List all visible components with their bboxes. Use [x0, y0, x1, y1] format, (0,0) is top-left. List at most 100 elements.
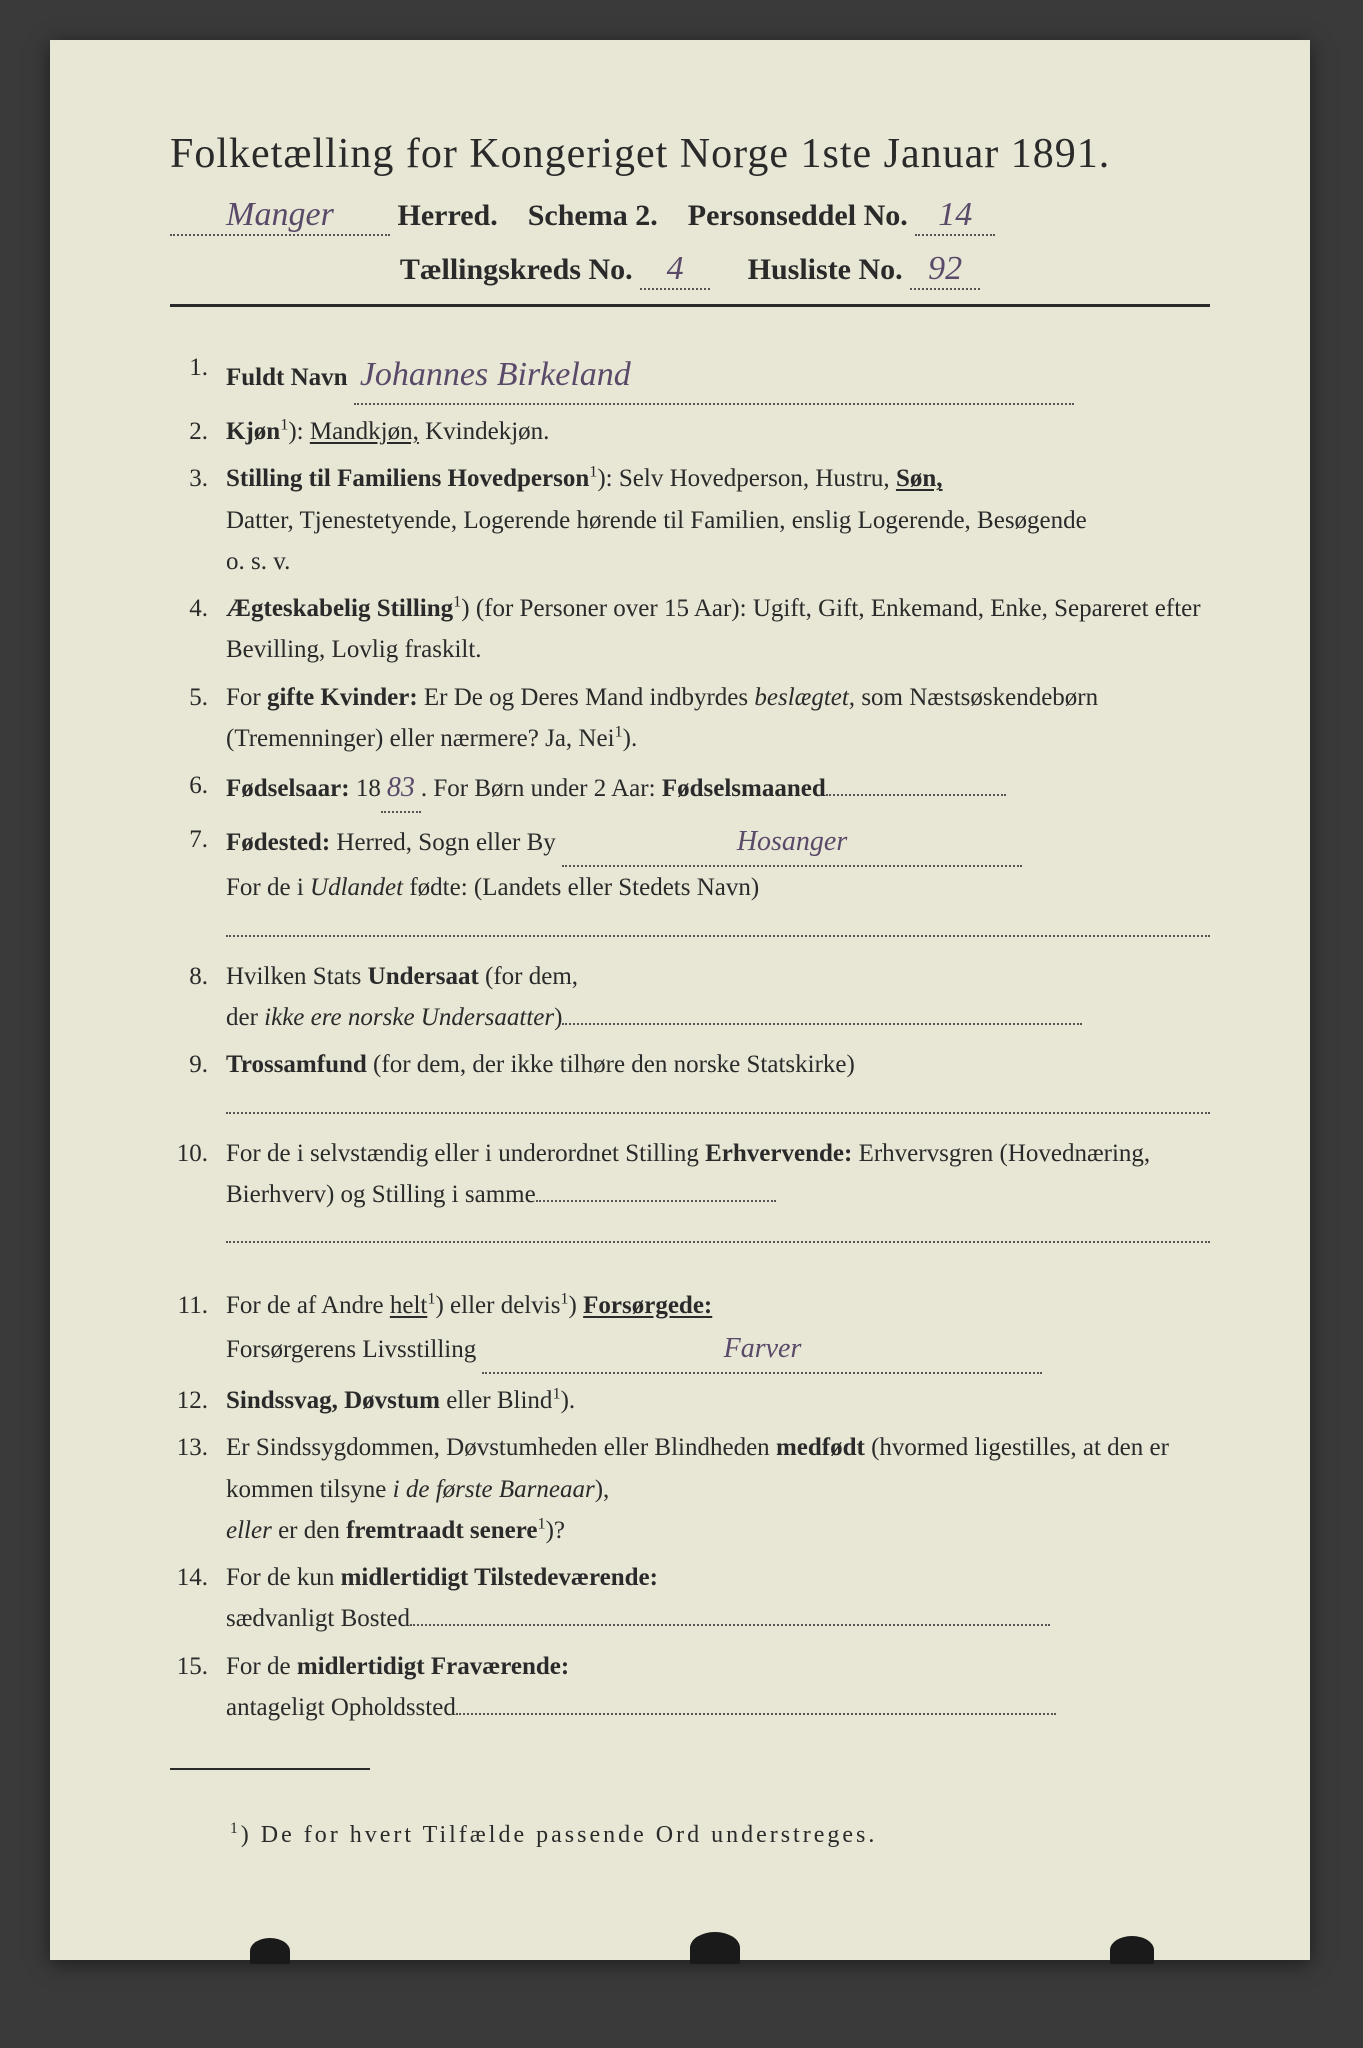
item-body: For de kun midlertidigt Tilstedeværende:…	[226, 1557, 1210, 1640]
t1: For de kun	[226, 1564, 341, 1591]
item-num: 14.	[170, 1557, 226, 1640]
blank	[536, 1200, 776, 1202]
item-body: Fødselsaar: 1883. For Børn under 2 Aar: …	[226, 765, 1210, 813]
item-8: 8. Hvilken Stats Undersaat (for dem, der…	[170, 956, 1210, 1039]
sup2: 1	[560, 1289, 568, 1307]
month-blank	[826, 794, 1006, 796]
text: ):	[288, 418, 310, 445]
footnote-text: ) De for hvert Tilfælde passende Ord und…	[241, 1822, 878, 1848]
sup: 1	[552, 1385, 560, 1403]
page-tear	[250, 1938, 290, 1964]
label: Erhvervende:	[705, 1140, 852, 1167]
item-body: For gifte Kvinder: Er De og Deres Mand i…	[226, 677, 1210, 760]
personseddel-value: 14	[915, 196, 995, 236]
option-selected: Søn,	[896, 465, 943, 492]
l2: antageligt Opholdssted	[226, 1694, 456, 1721]
item-12: 12. Sindssvag, Døvstum eller Blind1).	[170, 1380, 1210, 1421]
label2: Fødselsmaaned	[662, 775, 826, 802]
label: Fødselsaar:	[226, 775, 350, 802]
item-body: Sindssvag, Døvstum eller Blind1).	[226, 1380, 1210, 1421]
item-num: 5.	[170, 677, 226, 760]
item-num: 6.	[170, 765, 226, 813]
label: Ægteskabelig Stilling	[226, 595, 453, 622]
t1: For de af Andre	[226, 1292, 390, 1319]
kreds-value: 4	[640, 250, 710, 290]
label: gifte Kvinder:	[267, 684, 418, 711]
census-form-page: Folketælling for Kongeriget Norge 1ste J…	[50, 40, 1310, 1960]
t4: )?	[546, 1517, 565, 1544]
item-num: 2.	[170, 411, 226, 452]
sup: 1	[615, 723, 623, 741]
item-body: Er Sindssygdommen, Døvstumheden eller Bl…	[226, 1427, 1210, 1551]
form-title: Folketælling for Kongeriget Norge 1ste J…	[170, 130, 1210, 178]
header-line-2: Manger Herred. Schema 2. Personseddel No…	[170, 196, 1210, 236]
blank-line	[226, 1221, 1210, 1243]
t1: Er De og Deres Mand indbyrdes	[418, 684, 755, 711]
italic: i de første Barneaar	[393, 1476, 595, 1503]
header-rule	[170, 304, 1210, 307]
header-line-3: Tællingskreds No. 4 Husliste No. 92	[170, 250, 1210, 290]
t1: Herred, Sogn eller By	[330, 829, 556, 856]
page-tear	[1110, 1936, 1154, 1964]
personseddel-label: Personseddel No.	[688, 199, 908, 232]
item-14: 14. For de kun midlertidigt Tilstedevære…	[170, 1557, 1210, 1640]
item-body: Stilling til Familiens Hovedperson1): Se…	[226, 458, 1210, 582]
l2italic: ikke ere norske Undersaatter	[264, 1004, 554, 1031]
husliste-label: Husliste No.	[748, 253, 903, 286]
item-3: 3. Stilling til Familiens Hovedperson1):…	[170, 458, 1210, 582]
item-1: 1. Fuldt Navn Johannes Birkeland	[170, 347, 1210, 405]
text: (for dem, der ikke tilhøre den norske St…	[367, 1051, 855, 1078]
t1: For de i selvstændig eller i underordnet…	[226, 1140, 705, 1167]
item-num: 8.	[170, 956, 226, 1039]
item-body: Hvilken Stats Undersaat (for dem, der ik…	[226, 956, 1210, 1039]
item-11: 11. For de af Andre helt1) eller delvis1…	[170, 1285, 1210, 1374]
year-value: 83	[381, 765, 421, 813]
item-4: 4. Ægteskabelig Stilling1) (for Personer…	[170, 588, 1210, 671]
item-num: 10.	[170, 1133, 226, 1257]
item-num: 3.	[170, 458, 226, 582]
item-10: 10. For de i selvstændig eller i underor…	[170, 1133, 1210, 1257]
item-num: 9.	[170, 1044, 226, 1127]
l2: sædvanligt Bosted	[226, 1605, 410, 1632]
label: Undersaat	[368, 963, 479, 990]
options-rest: Kvindekjøn.	[419, 418, 550, 445]
mid: . For Børn under 2 Aar:	[421, 775, 662, 802]
label: midlertidigt Fraværende:	[297, 1653, 569, 1680]
item-6: 6. Fødselsaar: 1883. For Børn under 2 Aa…	[170, 765, 1210, 813]
year-prefix: 18	[350, 775, 381, 802]
item-body: For de midlertidigt Fraværende: antageli…	[226, 1646, 1210, 1729]
t1: Hvilken Stats	[226, 963, 368, 990]
option-selected: Mandkjøn,	[310, 418, 419, 445]
l2italic: eller	[226, 1517, 272, 1544]
line1: ): Selv Hovedperson, Hustru,	[597, 465, 896, 492]
t2: ) eller delvis	[435, 1292, 560, 1319]
birthplace-value: Hosanger	[562, 819, 1022, 867]
item-body: Fødested: Herred, Sogn eller By Hosanger…	[226, 819, 1210, 950]
item-body: For de af Andre helt1) eller delvis1) Fo…	[226, 1285, 1210, 1374]
label: Sindssvag, Døvstum	[226, 1387, 440, 1414]
t2: ).	[561, 1387, 576, 1414]
item-body: For de i selvstændig eller i underordnet…	[226, 1133, 1210, 1257]
footnote: 1) De for hvert Tilfælde passende Ord un…	[170, 1820, 1210, 1849]
label: Stilling til Familiens Hovedperson	[226, 465, 589, 492]
l2: Forsørgerens Livsstilling	[226, 1336, 476, 1363]
husliste-value: 92	[910, 250, 980, 290]
item-15: 15. For de midlertidigt Fraværende: anta…	[170, 1646, 1210, 1729]
item-13: 13. Er Sindssygdommen, Døvstumheden elle…	[170, 1427, 1210, 1551]
label: Trossamfund	[226, 1051, 367, 1078]
label: Forsørgede:	[583, 1292, 712, 1319]
t3: ),	[595, 1476, 610, 1503]
herred-value: Manger	[170, 196, 390, 236]
item-num: 4.	[170, 588, 226, 671]
item-body: Kjøn1): Mandkjøn, Kvindekjøn.	[226, 411, 1210, 452]
name-value: Johannes Birkeland	[354, 347, 1074, 405]
blank-line	[226, 1092, 1210, 1114]
item-num: 15.	[170, 1646, 226, 1729]
l2a: der	[226, 1004, 264, 1031]
text: eller Blind	[440, 1387, 552, 1414]
blank	[562, 1023, 1082, 1025]
line3: o. s. v.	[226, 548, 290, 575]
italic: beslægtet,	[754, 684, 855, 711]
u1: helt	[390, 1292, 428, 1319]
blank-line	[226, 915, 1210, 937]
